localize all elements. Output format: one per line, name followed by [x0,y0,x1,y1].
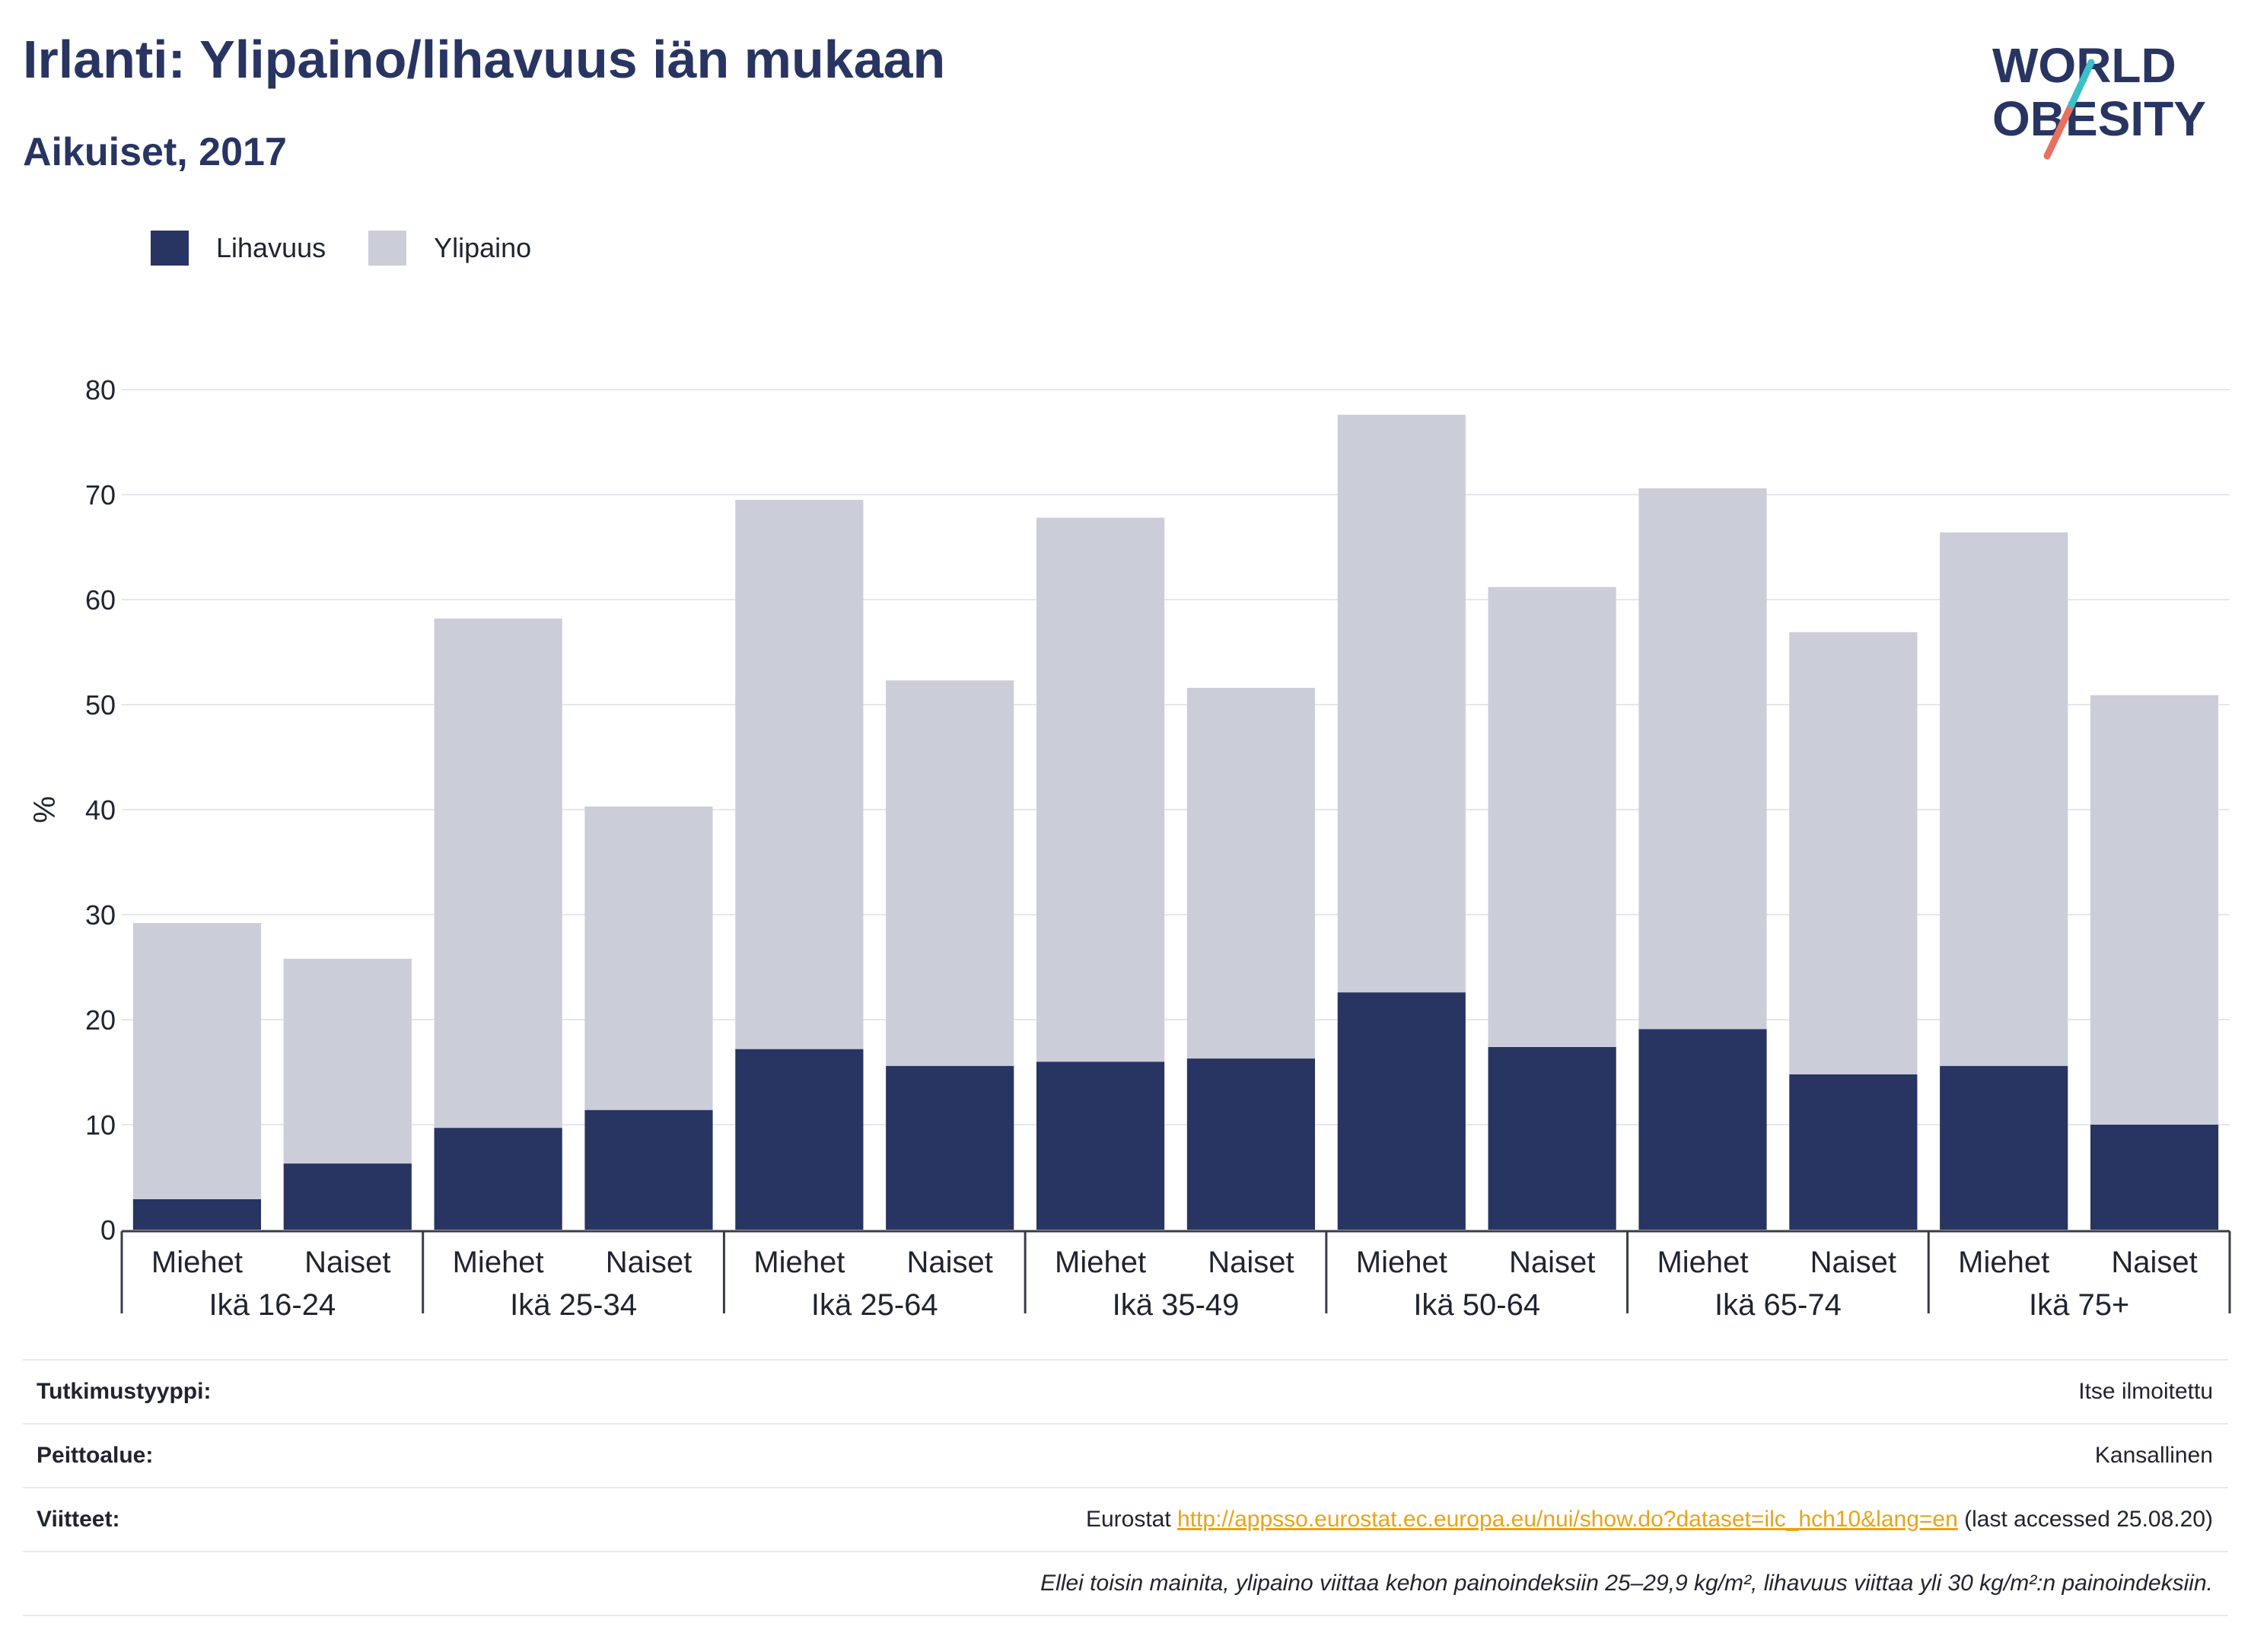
references-prefix: Eurostat [1085,1507,1171,1532]
bar-overweight [1638,488,1767,1030]
x-sub-label: Naiset [2111,1246,2197,1279]
y-tick-label: 50 [85,689,116,721]
bar-obesity [1789,1074,1918,1230]
y-tick-label: 30 [85,899,116,931]
x-sub-label: Miehet [1055,1246,1146,1279]
coverage-value: Kansallinen [2094,1443,2213,1468]
bar-obesity [1940,1065,2068,1230]
bar-overweight [1488,587,1616,1047]
y-tick-label: 70 [85,479,116,511]
info-row-references: Viitteet: Eurostat http://appsso.eurosta… [23,1487,2228,1551]
references-value: Eurostat http://appsso.eurostat.ec.europ… [1086,1507,2228,1533]
chart-subtitle: Aikuiset, 2017 [23,130,287,174]
bar-obesity [283,1163,412,1230]
x-sub-label: Miehet [1356,1246,1447,1279]
bar-overweight [132,923,262,1199]
bar-overweight [1789,632,1918,1074]
x-group-label: Ikä 16-24 [209,1288,336,1322]
bar-overweight [2090,695,2219,1125]
bar-obesity [886,1065,1014,1230]
x-sub-label: Naiset [1810,1246,1896,1279]
bar-overweight [283,958,412,1164]
bar-obesity [584,1109,713,1230]
y-tick-label: 10 [85,1109,116,1141]
bar-obesity [1036,1062,1165,1230]
study-type-label: Tutkimustyyppi: [37,1379,212,1404]
x-sub-label: Miehet [453,1246,544,1279]
legend-swatch-overweight [368,231,407,266]
references-suffix: (last accessed 25.08.20) [1964,1507,2213,1532]
x-sub-label: Naiset [606,1246,692,1279]
footnote: Ellei toisin mainita, ylipaino viittaa k… [1040,1571,2213,1596]
x-group-label: Ikä 25-64 [811,1288,938,1322]
bar-obesity [1337,992,1466,1230]
bar-obesity [434,1128,562,1230]
x-group-label: Ikä 35-49 [1113,1288,1240,1322]
y-tick-label: 0 [100,1214,116,1246]
y-tick-label: 40 [85,794,116,826]
bar-obesity [1186,1058,1316,1230]
logo-line2: OBESITY [1992,91,2206,146]
bar-overweight [434,618,562,1128]
x-sub-label: Miehet [753,1246,845,1279]
bar-obesity [735,1049,864,1230]
references-label: Viitteet: [37,1507,120,1532]
bar-obesity [1488,1046,1616,1230]
info-row-note: Ellei toisin mainita, ylipaino viittaa k… [23,1551,2228,1616]
x-sub-label: Naiset [1509,1246,1595,1279]
y-tick-label: 60 [85,584,116,616]
info-row-study-type: Tutkimustyyppi: Itse ilmoitettu [23,1359,2228,1423]
references-link[interactable]: http://appsso.eurostat.ec.europa.eu/nui/… [1177,1507,1958,1532]
x-sub-label: Miehet [1657,1246,1748,1279]
world-obesity-logo: WORLD OBESITY [1992,38,2206,160]
study-type-value: Itse ilmoitettu [2078,1379,2213,1404]
info-table: Tutkimustyyppi: Itse ilmoitettu Peittoal… [23,1359,2228,1616]
bar-overweight [1036,517,1165,1062]
chart-title: Irlanti: Ylipaino/lihavuus iän mukaan [23,30,946,89]
info-row-coverage: Peittoalue: Kansallinen [23,1423,2228,1487]
coverage-label: Peittoalue: [37,1443,154,1468]
bar-obesity [1638,1029,1767,1230]
x-group-label: Ikä 50-64 [1413,1288,1540,1322]
bar-obesity [2090,1125,2219,1230]
x-group-label: Ikä 65-74 [1715,1288,1842,1322]
x-sub-label: Naiset [304,1246,390,1279]
x-sub-label: Miehet [1958,1246,2049,1279]
x-group-label: Ikä 25-34 [510,1288,637,1322]
x-sub-label: Miehet [151,1246,243,1279]
legend-swatch-obesity [151,231,189,266]
y-tick-label: 20 [85,1004,116,1036]
y-axis-label: % [28,796,62,823]
stacked-bar-chart: 0 10 20 30 40 50 60 70 80% Miehet Naiset Miehet Nais… [28,374,2231,1322]
x-sub-label: Naiset [907,1246,993,1279]
bar-overweight [735,499,864,1049]
x-group-label: Ikä 75+ [2029,1288,2129,1322]
logo-stroke-coral [2043,101,2075,160]
bar-overweight [1186,687,1316,1059]
bar-overweight [1337,415,1466,993]
bar-overweight [584,806,713,1110]
chart-legend: Lihavuus Ylipaino [151,228,574,268]
legend-label-overweight: Ylipaino [434,232,532,263]
logo-stroke-teal [2068,59,2095,109]
bar-obesity [132,1198,262,1230]
bar-overweight [886,680,1014,1066]
legend-label-obesity: Lihavuus [216,232,326,263]
bar-overweight [1940,532,2068,1066]
y-tick-label: 80 [85,374,116,406]
x-sub-label: Naiset [1208,1246,1294,1279]
